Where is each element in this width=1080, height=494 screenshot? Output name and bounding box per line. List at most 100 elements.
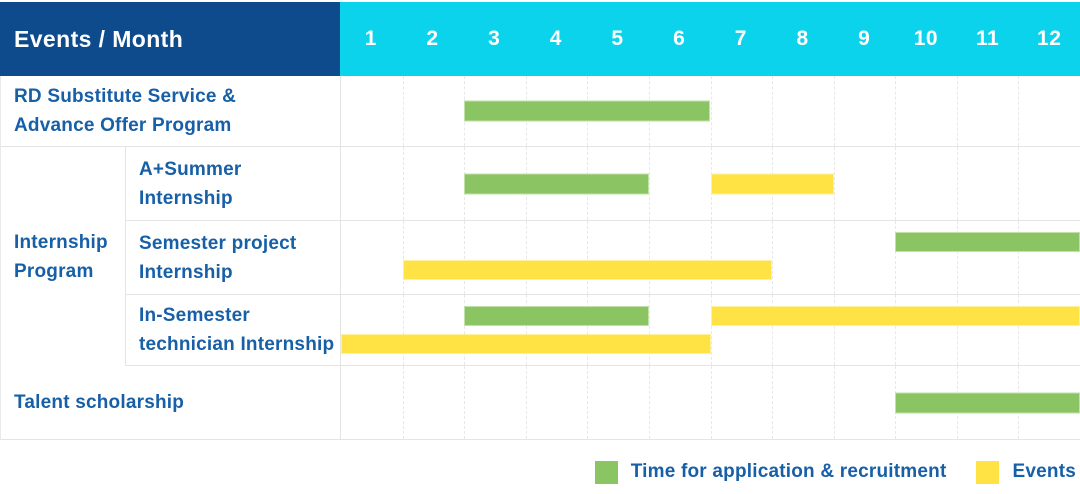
row-talent-scholarship: Talent scholarship: [1, 366, 1080, 440]
month-gridline: [648, 147, 650, 220]
month-gridline: [402, 366, 404, 439]
events-month-header-cell: Events / Month: [0, 2, 340, 76]
event-period-bar: [341, 334, 711, 354]
month-gridline: [833, 366, 835, 439]
row-label-in-semester-technician-internship: In-Semester technician Internship: [126, 295, 341, 365]
month-gridline: [402, 147, 404, 220]
month-header-10: 10: [913, 27, 939, 50]
group-internship-program: Internship Program A+Summer Internship Semes…: [1, 147, 1080, 366]
month-gridline: [833, 76, 835, 146]
row-label-line: technician Internship: [139, 334, 335, 355]
month-header-9: 9: [858, 27, 871, 50]
month-gridline: [464, 221, 466, 294]
application-period-bar: [464, 173, 649, 194]
month-gridline: [1018, 295, 1020, 365]
row-label-line: Semester project: [139, 232, 297, 254]
month-gridline: [1018, 221, 1020, 294]
month-gridline: [895, 76, 897, 146]
row-label-a-summer-internship: A+Summer Internship: [126, 147, 341, 220]
row-talent-scholarship-timeline: [341, 366, 1080, 439]
month-gridline: [464, 295, 466, 365]
month-gridline: [587, 295, 589, 365]
row-label-line: In-Semester: [139, 305, 250, 326]
row-rd-substitute-service-advance-offer-program: RD Substitute Service & Advance Offer Pro…: [1, 76, 1080, 147]
month-gridline: [587, 221, 589, 294]
legend-item-application: Time for application & recruitment: [594, 460, 947, 484]
month-gridline: [710, 221, 712, 294]
month-header-1: 1: [364, 27, 377, 50]
month-gridline: [402, 76, 404, 146]
month-gridline: [956, 295, 958, 365]
row-label-line: Internship: [14, 231, 108, 253]
month-gridline: [956, 147, 958, 220]
row-label-rd-substitute-service-advance-offer-program: RD Substitute Service & Advance Offer Pro…: [1, 76, 341, 146]
application-period-bar: [464, 100, 711, 122]
legend-label-event: Events: [1012, 461, 1076, 482]
legend-item-event: Events: [976, 460, 1076, 484]
row-a-summer-internship: A+Summer Internship: [126, 147, 1080, 221]
row-label-semester-project-internship: Semester project Internship: [126, 221, 341, 294]
legend-swatch-application: [594, 460, 618, 484]
month-gridline: [895, 147, 897, 220]
month-gridline: [772, 76, 774, 146]
month-gridline: [648, 295, 650, 365]
month-header-2: 2: [426, 27, 439, 50]
month-gridline: [525, 366, 527, 439]
internship-program-rows: A+Summer Internship Semester project Intern…: [126, 147, 1080, 366]
month-header-cells: 1 2 3 4 5 6 7 8 9 10 11 12: [340, 2, 1080, 76]
application-period-bar: [464, 306, 649, 326]
row-semester-project-internship: Semester project Internship: [126, 221, 1080, 295]
month-gridline: [525, 221, 527, 294]
month-header-5: 5: [611, 27, 624, 50]
month-header-4: 4: [549, 27, 562, 50]
month-gridline: [1018, 147, 1020, 220]
month-gridline: [772, 221, 774, 294]
row-label-line: Internship: [139, 187, 233, 209]
row-in-semester-technician-internship: In-Semester technician Internship: [126, 295, 1080, 366]
event-period-bar: [402, 260, 773, 280]
row-in-semester-technician-internship-timeline: [341, 295, 1080, 365]
month-header-11: 11: [975, 27, 1000, 50]
month-gridline: [895, 295, 897, 365]
row-label-line: Internship: [139, 261, 233, 283]
month-gridline: [833, 147, 835, 220]
group-label-internship-program: Internship Program: [1, 147, 126, 366]
table-body: RD Substitute Service & Advance Offer Pro…: [0, 76, 1080, 440]
month-gridline: [833, 221, 835, 294]
month-gridline: [402, 295, 404, 365]
row-a-summer-internship-timeline: [341, 147, 1080, 220]
month-gridline: [895, 221, 897, 294]
legend-swatch-event: [976, 460, 1000, 484]
month-header-3: 3: [488, 27, 501, 50]
events-table: Events / Month 1 2 3 4 5 6 7 8 9 10 11 12 RD Substi…: [0, 2, 1080, 440]
event-period-bar: [710, 173, 834, 194]
event-period-bar: [710, 306, 1080, 326]
application-period-bar: [895, 232, 1080, 252]
row-label-line: A+Summer: [139, 158, 242, 180]
row-label-line: Program: [14, 260, 94, 282]
month-gridline: [772, 295, 774, 365]
row-semester-project-internship-timeline: [341, 221, 1080, 294]
month-gridline: [402, 221, 404, 294]
month-gridline: [956, 76, 958, 146]
month-gridline: [833, 295, 835, 365]
month-header-7: 7: [734, 27, 747, 50]
row-label-line: RD Substitute Service &: [14, 86, 237, 107]
month-gridline: [772, 366, 774, 439]
month-header-8: 8: [796, 27, 809, 50]
chart-legend: Time for application & recruitment Events: [0, 457, 1076, 487]
row-label-talent-scholarship: Talent scholarship: [1, 366, 341, 439]
month-gridline: [464, 366, 466, 439]
month-gridline: [710, 295, 712, 365]
month-header-12: 12: [1037, 27, 1062, 50]
month-gridline: [1018, 76, 1020, 146]
row-label-line: Talent scholarship: [14, 392, 185, 413]
table-header-row: Events / Month 1 2 3 4 5 6 7 8 9 10 11 12: [0, 2, 1080, 76]
month-gridline: [956, 221, 958, 294]
row-label-line: Advance Offer Program: [14, 115, 232, 136]
application-period-bar: [895, 392, 1080, 413]
month-gridline: [587, 366, 589, 439]
month-gridline: [525, 295, 527, 365]
row-rd-substitute-service-advance-offer-program-timeline: [341, 76, 1080, 146]
